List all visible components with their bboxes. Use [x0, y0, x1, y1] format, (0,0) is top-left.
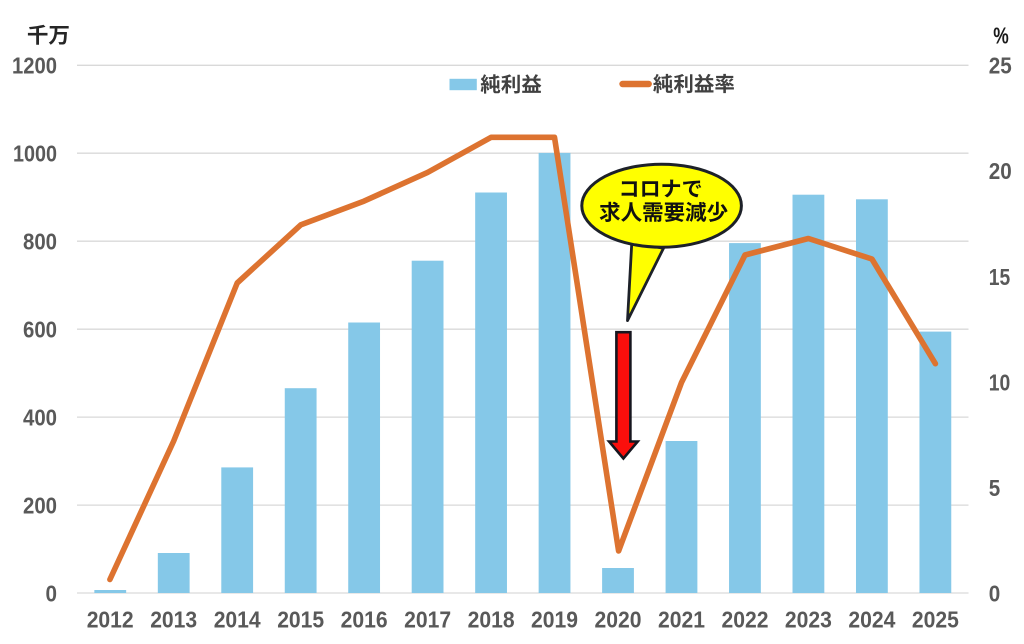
- svg-text:10: 10: [989, 369, 1011, 395]
- svg-text:800: 800: [23, 229, 57, 255]
- svg-text:2022: 2022: [722, 607, 769, 633]
- svg-text:2016: 2016: [341, 607, 388, 633]
- svg-text:0: 0: [46, 580, 58, 606]
- svg-text:1200: 1200: [12, 53, 57, 79]
- svg-text:20: 20: [989, 158, 1012, 184]
- svg-text:2021: 2021: [658, 607, 705, 633]
- svg-text:600: 600: [23, 317, 57, 343]
- svg-text:2017: 2017: [404, 607, 451, 633]
- svg-text:%: %: [993, 23, 1009, 49]
- svg-text:200: 200: [23, 493, 57, 519]
- svg-text:2015: 2015: [277, 607, 324, 633]
- svg-text:1000: 1000: [13, 141, 57, 167]
- svg-text:5: 5: [989, 475, 1001, 501]
- svg-text:2012: 2012: [87, 607, 134, 633]
- svg-text:15: 15: [989, 264, 1011, 290]
- svg-text:2025: 2025: [912, 607, 959, 633]
- svg-text:2013: 2013: [150, 607, 197, 633]
- svg-text:2024: 2024: [848, 607, 895, 633]
- svg-text:2019: 2019: [531, 607, 578, 633]
- svg-text:0: 0: [989, 580, 1001, 606]
- svg-text:2020: 2020: [595, 607, 642, 633]
- svg-text:2023: 2023: [785, 607, 832, 633]
- svg-text:2014: 2014: [214, 607, 261, 633]
- svg-text:2018: 2018: [468, 607, 515, 633]
- svg-text:25: 25: [989, 53, 1012, 79]
- svg-text:400: 400: [23, 405, 57, 431]
